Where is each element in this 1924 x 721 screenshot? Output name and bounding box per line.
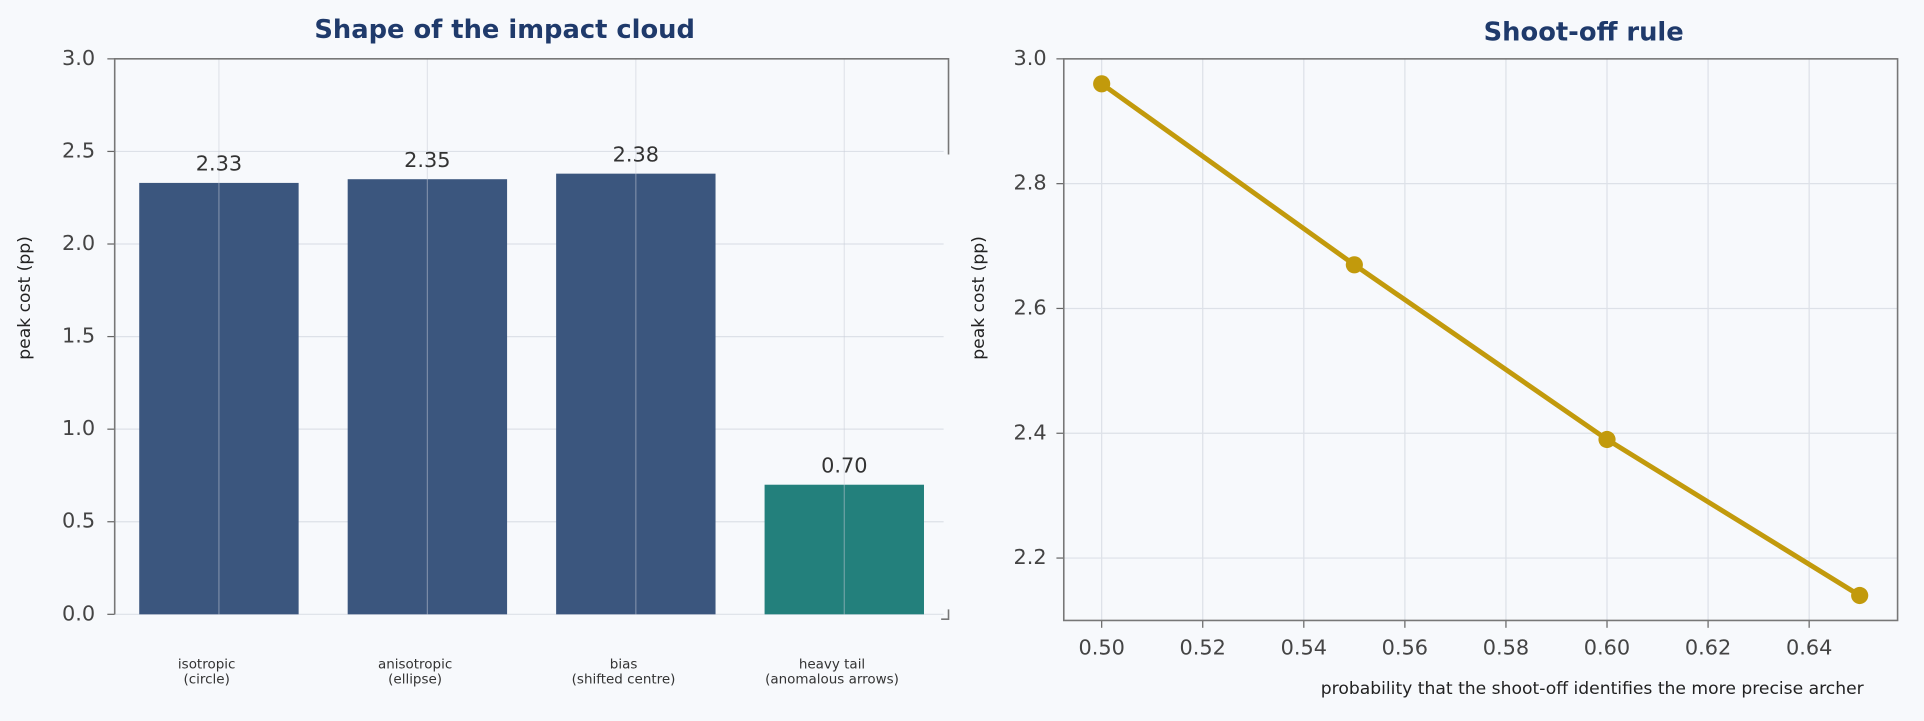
value-label: 0.70 xyxy=(821,453,867,477)
y-tick-label: 2.4 xyxy=(1013,420,1046,444)
bar xyxy=(139,182,299,615)
x-tick-label: isotropic (circle) xyxy=(178,657,235,688)
chart-title: Shoot-off rule xyxy=(1484,18,1684,48)
x-tick-label: 0.62 xyxy=(1685,636,1731,660)
x-tick-label: 0.50 xyxy=(1078,636,1124,660)
y-tick-label: 3.0 xyxy=(1013,46,1046,70)
x-tick-label: bias (shifted centre) xyxy=(572,657,676,688)
x-tick-label: 0.56 xyxy=(1382,636,1428,660)
value-label: 2.35 xyxy=(404,148,450,172)
value-label: 2.33 xyxy=(196,152,242,176)
y-tick-label: 1.0 xyxy=(62,416,95,440)
line xyxy=(1100,81,1861,598)
y-axis-label: peak cost (pp) xyxy=(969,236,989,360)
x-tick-label: 0.60 xyxy=(1584,636,1630,660)
y-tick-label: 2.8 xyxy=(1013,171,1046,195)
axes-frame xyxy=(1062,58,1899,622)
x-tick-label: heavy tail (anomalous arrows) xyxy=(765,657,899,688)
y-tick-label: 2.6 xyxy=(1013,295,1046,319)
y-axis-label: peak cost (pp) xyxy=(15,236,35,360)
x-tick-label: 0.52 xyxy=(1180,636,1226,660)
x-tick-label: 0.58 xyxy=(1483,636,1529,660)
y-tick-label: 2.2 xyxy=(1013,545,1046,569)
axes-frame xyxy=(113,58,950,621)
point xyxy=(1093,75,1111,93)
y-tick-label: 2.0 xyxy=(62,231,95,255)
bar xyxy=(764,484,924,615)
value-label: 2.38 xyxy=(613,142,659,166)
x-tick-label: 0.64 xyxy=(1786,636,1832,660)
x-axis-label: probability that the shoot-off identifie… xyxy=(1321,679,1865,699)
y-tick-label: 3.0 xyxy=(62,46,95,70)
y-tick-label: 0.0 xyxy=(62,601,95,625)
point xyxy=(1598,430,1616,449)
y-tick-label: 0.5 xyxy=(62,509,95,533)
x-tick-label: 0.54 xyxy=(1281,636,1327,660)
point xyxy=(1851,586,1869,605)
chart-title: Shape of the impact cloud xyxy=(314,15,695,45)
y-tick-label: 2.5 xyxy=(62,138,95,162)
point xyxy=(1345,256,1363,274)
bar xyxy=(347,179,508,615)
x-tick-label: anisotropic (ellipse) xyxy=(378,657,452,688)
bar xyxy=(556,173,716,615)
y-tick-label: 1.5 xyxy=(62,324,95,348)
